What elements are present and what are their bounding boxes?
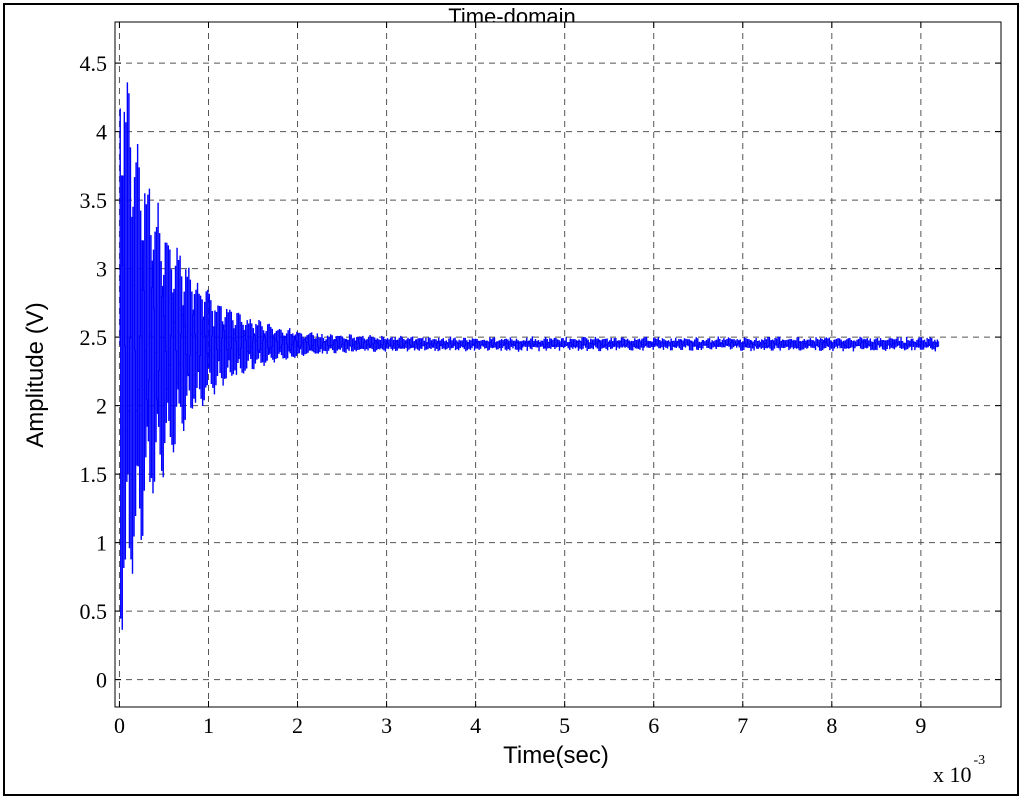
y-tick-label: 4 — [96, 120, 107, 145]
y-tick-label: 0.5 — [80, 599, 108, 624]
figure-frame — [3, 3, 1019, 796]
x-tick-label: 6 — [648, 713, 659, 738]
x-axis-label: Time(sec) — [503, 742, 609, 769]
x-multiplier-base: x 10 — [933, 762, 972, 787]
y-tick-label: 0 — [96, 668, 107, 693]
y-tick-label: 4.5 — [80, 51, 108, 76]
y-tick-label: 1.5 — [80, 462, 108, 487]
signal-line — [119, 82, 940, 630]
y-tick-label: 3 — [96, 257, 107, 282]
y-tick-label: 3.5 — [80, 188, 108, 213]
grid-lines — [115, 22, 1001, 707]
x-tick-label: 7 — [737, 713, 748, 738]
x-tick-label: 2 — [292, 713, 303, 738]
x-tick-label: 8 — [826, 713, 837, 738]
y-tick-label: 1 — [96, 531, 107, 556]
signal-series — [119, 82, 940, 630]
y-tick-label: 2 — [96, 394, 107, 419]
x-tick-label: 1 — [203, 713, 214, 738]
y-axis-label: Amplitude (V) — [22, 302, 49, 448]
x-tick-label: 5 — [559, 713, 570, 738]
x-tick-label: 3 — [381, 713, 392, 738]
x-axis-multiplier: x 10-3 — [933, 753, 985, 788]
x-tick-label: 9 — [915, 713, 926, 738]
axis-ticks: 0 1 2 3 4 5 6 7 8 9 0 0.5 1 1.5 2 2.5 3 3.5 4 4.5 — [80, 22, 1001, 738]
plot-area — [114, 21, 1002, 708]
y-tick-label: 2.5 — [80, 325, 108, 350]
x-tick-label: 4 — [470, 713, 481, 738]
x-multiplier-exponent: -3 — [973, 752, 986, 768]
x-tick-label: 0 — [114, 713, 125, 738]
